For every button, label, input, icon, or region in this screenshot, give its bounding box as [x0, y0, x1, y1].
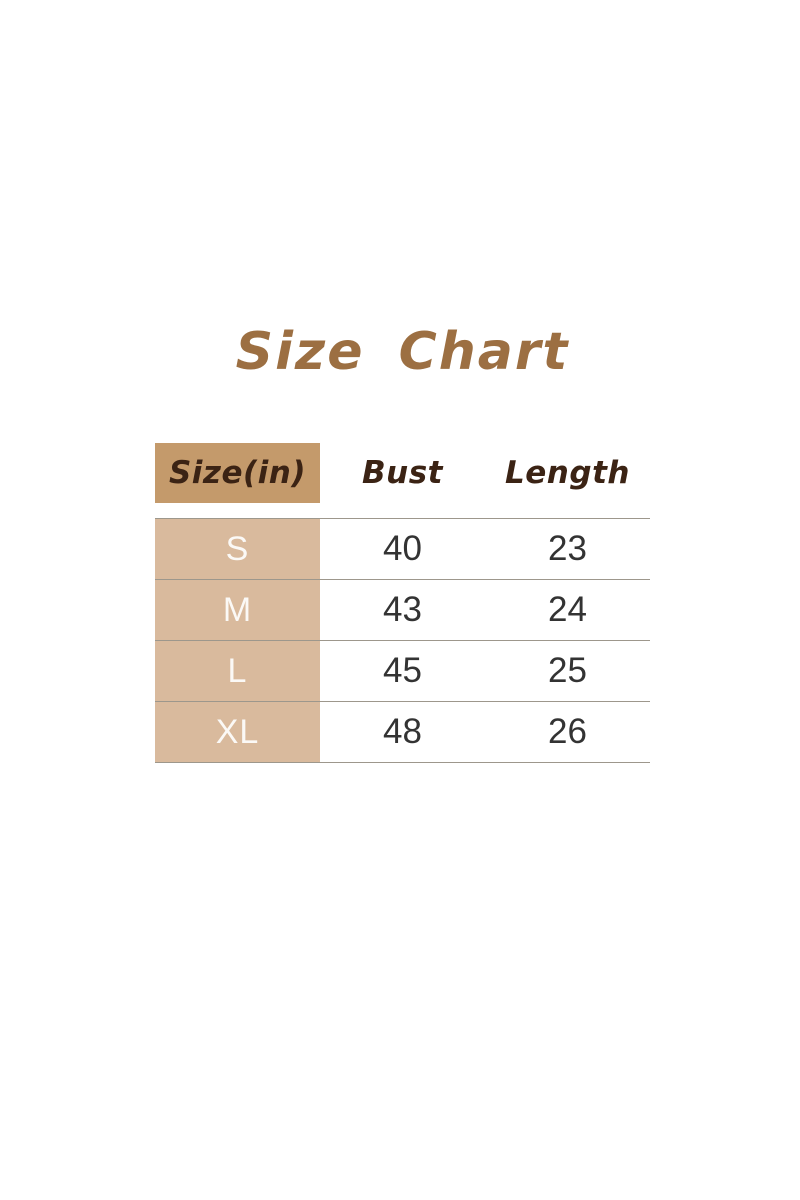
table-row: L 45 25	[155, 641, 650, 702]
page-title: Size Chart	[235, 322, 570, 382]
bust-cell: 40	[383, 529, 422, 568]
table-body: S 40 23 M 43 24 L 45 25 XL 48 26	[155, 518, 650, 763]
bust-cell: 43	[383, 590, 422, 629]
length-cell: 25	[548, 651, 587, 690]
size-cell: M	[155, 580, 320, 640]
length-cell: 23	[548, 529, 587, 568]
size-cell: L	[155, 641, 320, 701]
table-row: XL 48 26	[155, 702, 650, 763]
size-cell: XL	[155, 702, 320, 762]
bust-cell: 45	[383, 651, 422, 690]
size-cell: S	[155, 519, 320, 579]
table-row: M 43 24	[155, 580, 650, 641]
table-row: S 40 23	[155, 519, 650, 580]
table-header-row: Size(in) Bust Length	[155, 443, 650, 503]
column-header-bust: Bust	[362, 455, 443, 491]
column-header-size: Size(in)	[155, 443, 320, 503]
length-cell: 26	[548, 712, 587, 751]
header-body-gap	[155, 503, 650, 518]
length-cell: 24	[548, 590, 587, 629]
column-header-length: Length	[505, 455, 630, 491]
size-chart-table: Size(in) Bust Length S 40 23 M 43 24 L 4…	[155, 443, 650, 763]
bust-cell: 48	[383, 712, 422, 751]
